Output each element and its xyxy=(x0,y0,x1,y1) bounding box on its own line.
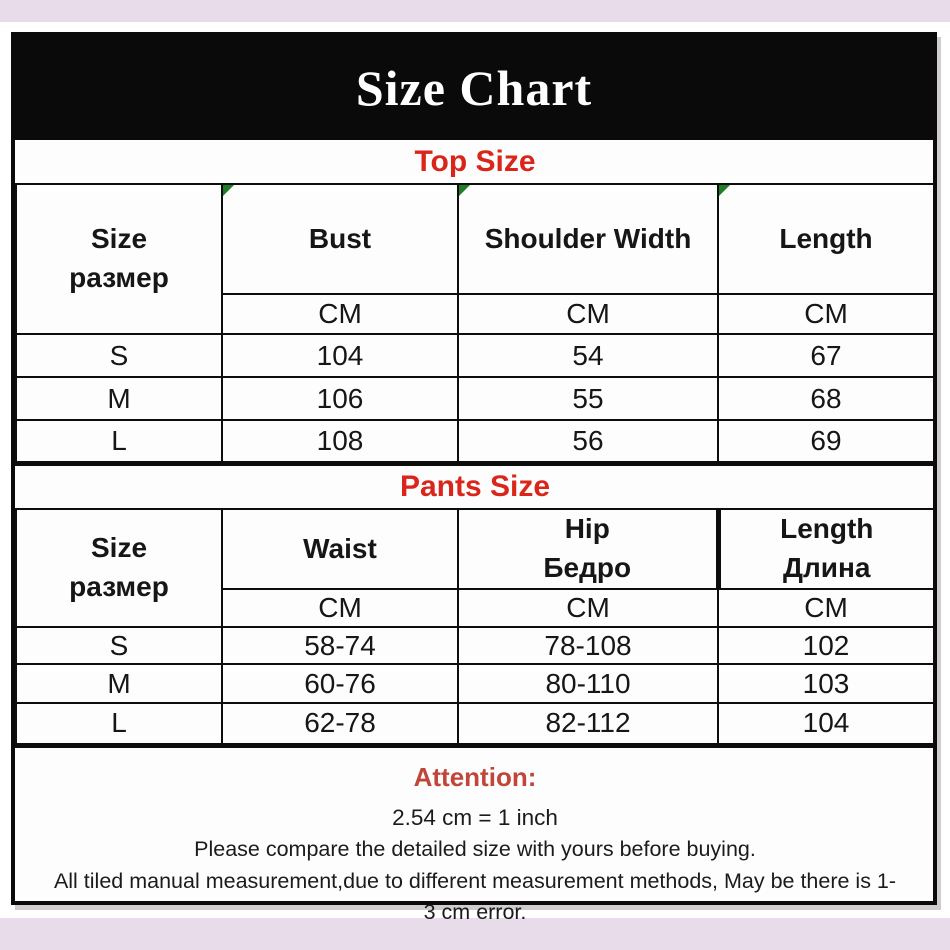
hip-value: 80-110 xyxy=(457,663,719,704)
length-unit: CM xyxy=(717,293,935,335)
shoulder-width-unit: CM xyxy=(457,293,719,335)
shoulder-width-column-header: Shoulder Width xyxy=(457,183,719,295)
size-chart-table: Top Size Size размер Bust Shoulder Width… xyxy=(15,140,935,930)
size-chart-panel: Size Chart Top Size Size размер Bust Sho… xyxy=(11,32,937,930)
table-row: L 108 56 69 xyxy=(15,419,935,464)
attention-heading: Attention: xyxy=(413,761,537,792)
length-value: 67 xyxy=(717,333,935,378)
green-corner-mark xyxy=(460,186,470,196)
waist-header-label: Waist xyxy=(303,532,377,564)
bust-value: 104 xyxy=(221,333,459,378)
pants-length-column-header: Length Длина xyxy=(715,508,935,590)
table-row: S 104 54 67 xyxy=(15,333,935,378)
shoulder-width-value: 54 xyxy=(457,333,719,378)
length-value: 69 xyxy=(717,419,935,464)
length-column-header: Length xyxy=(717,183,935,295)
size-cell: M xyxy=(15,376,223,421)
pants-length-header-label-ru: Длина xyxy=(783,552,871,583)
table-row: S 58-74 78-108 102 xyxy=(15,626,935,665)
bust-header-label: Bust xyxy=(308,222,372,254)
size-cell: L xyxy=(15,419,223,464)
table-row: M 60-76 80-110 103 xyxy=(15,663,935,704)
bust-value: 108 xyxy=(221,419,459,464)
size-cell: L xyxy=(15,702,223,746)
size-header-ru: размер xyxy=(69,262,169,293)
waist-value: 58-74 xyxy=(221,626,459,665)
pants-length-header-label-en: Length xyxy=(780,513,874,545)
top-unit-row: CM CM CM xyxy=(16,293,935,335)
title-band: Size Chart xyxy=(15,36,933,140)
top-header-row: Size размер Bust Shoulder Width Length xyxy=(15,183,935,335)
hip-unit: CM xyxy=(457,588,719,628)
waist-value: 60-76 xyxy=(221,663,459,704)
bust-column-header: Bust xyxy=(221,183,459,295)
shoulder-width-value: 55 xyxy=(457,376,719,421)
hip-value: 82-112 xyxy=(457,702,719,746)
size-cell: S xyxy=(15,333,223,378)
hip-column-header: Hip Бедро xyxy=(457,508,719,590)
pants-length-value: 102 xyxy=(717,626,935,665)
length-value: 68 xyxy=(717,376,935,421)
attention-line: 3 cm error. xyxy=(423,900,527,925)
shoulder-width-value: 56 xyxy=(457,419,719,464)
size-cell: M xyxy=(15,663,223,704)
pants-unit-row: CM CM CM xyxy=(16,588,935,628)
pants-size-column-header: Size размер xyxy=(15,508,223,628)
waist-column-header: Waist xyxy=(221,508,459,590)
pants-length-value: 103 xyxy=(717,663,935,704)
pants-length-unit: CM xyxy=(717,588,935,628)
hip-value: 78-108 xyxy=(457,626,719,665)
green-corner-mark xyxy=(720,186,730,196)
table-row: M 106 55 68 xyxy=(15,376,935,421)
hip-header-label-ru: Бедро xyxy=(543,552,632,583)
size-cell: S xyxy=(15,626,223,665)
attention-line: 2.54 cm = 1 inch xyxy=(392,804,558,830)
attention-line: All tiled manual measurement,due to diff… xyxy=(53,868,897,893)
hip-header-label-en: Hip xyxy=(564,513,610,545)
attention-section: Attention: 2.54 cm = 1 inch Please compa… xyxy=(16,742,934,930)
size-header-ru: размер xyxy=(69,571,169,602)
size-header-en: Size xyxy=(90,223,148,255)
top-size-section-row: Top Size xyxy=(16,140,934,185)
length-header-label: Length xyxy=(779,222,873,254)
attention-line: Please compare the detailed size with yo… xyxy=(194,836,756,861)
top-size-section-label: Top Size xyxy=(16,140,934,185)
top-size-column-header: Size размер xyxy=(15,183,223,335)
pants-header-row: Size размер Waist Hip Бедро Length Длина xyxy=(15,508,935,628)
green-corner-mark xyxy=(224,186,234,196)
pants-size-section-label: Pants Size xyxy=(16,460,934,510)
size-header-en: Size xyxy=(90,532,148,564)
shoulder-width-header-label: Shoulder Width xyxy=(484,222,692,254)
waist-unit: CM xyxy=(221,588,459,628)
bust-value: 106 xyxy=(221,376,459,421)
bust-unit: CM xyxy=(221,293,459,335)
waist-value: 62-78 xyxy=(221,702,459,746)
attention-row: Attention: 2.54 cm = 1 inch Please compa… xyxy=(16,742,934,930)
page-title: Size Chart xyxy=(355,60,593,116)
pants-length-value: 104 xyxy=(717,702,935,746)
table-row: L 62-78 82-112 104 xyxy=(15,702,935,746)
pants-size-section-row: Pants Size xyxy=(16,460,934,510)
